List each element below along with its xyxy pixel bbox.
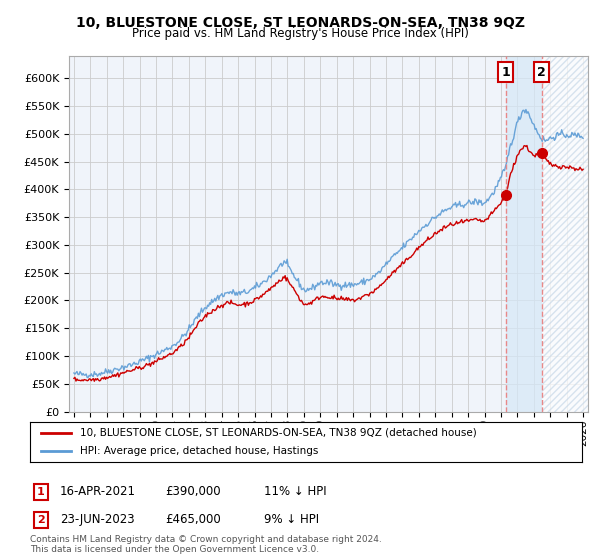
Text: 1: 1 [502, 66, 510, 78]
Text: 10, BLUESTONE CLOSE, ST LEONARDS-ON-SEA, TN38 9QZ: 10, BLUESTONE CLOSE, ST LEONARDS-ON-SEA,… [76, 16, 524, 30]
Text: £465,000: £465,000 [165, 513, 221, 526]
Text: 10, BLUESTONE CLOSE, ST LEONARDS-ON-SEA, TN38 9QZ (detached house): 10, BLUESTONE CLOSE, ST LEONARDS-ON-SEA,… [80, 428, 476, 437]
Text: 16-APR-2021: 16-APR-2021 [60, 485, 136, 498]
Text: 1: 1 [37, 487, 44, 497]
Text: Price paid vs. HM Land Registry's House Price Index (HPI): Price paid vs. HM Land Registry's House … [131, 27, 469, 40]
Text: 2: 2 [538, 66, 546, 78]
Bar [542, 56, 588, 412]
Text: 9% ↓ HPI: 9% ↓ HPI [264, 513, 319, 526]
Bar [506, 56, 542, 412]
Text: 11% ↓ HPI: 11% ↓ HPI [264, 485, 326, 498]
Text: 2: 2 [37, 515, 44, 525]
Text: £390,000: £390,000 [165, 485, 221, 498]
Text: 23-JUN-2023: 23-JUN-2023 [60, 513, 134, 526]
Text: HPI: Average price, detached house, Hastings: HPI: Average price, detached house, Hast… [80, 446, 318, 456]
Text: Contains HM Land Registry data © Crown copyright and database right 2024.
This d: Contains HM Land Registry data © Crown c… [30, 535, 382, 554]
